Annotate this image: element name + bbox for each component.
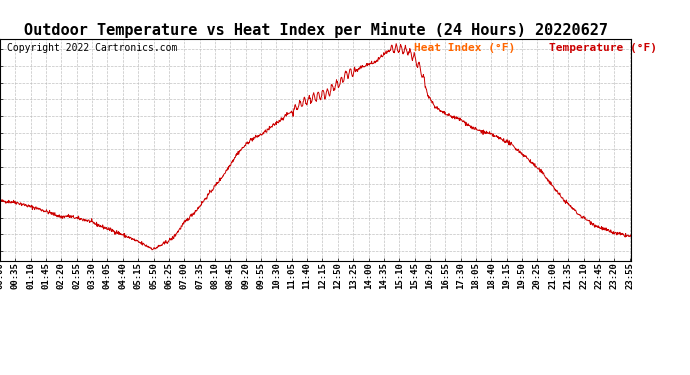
Text: Heat Index (°F): Heat Index (°F) <box>414 43 515 52</box>
Text: Copyright 2022 Cartronics.com: Copyright 2022 Cartronics.com <box>7 43 177 52</box>
Text: Temperature (°F): Temperature (°F) <box>549 43 657 52</box>
Title: Outdoor Temperature vs Heat Index per Minute (24 Hours) 20220627: Outdoor Temperature vs Heat Index per Mi… <box>23 22 608 38</box>
